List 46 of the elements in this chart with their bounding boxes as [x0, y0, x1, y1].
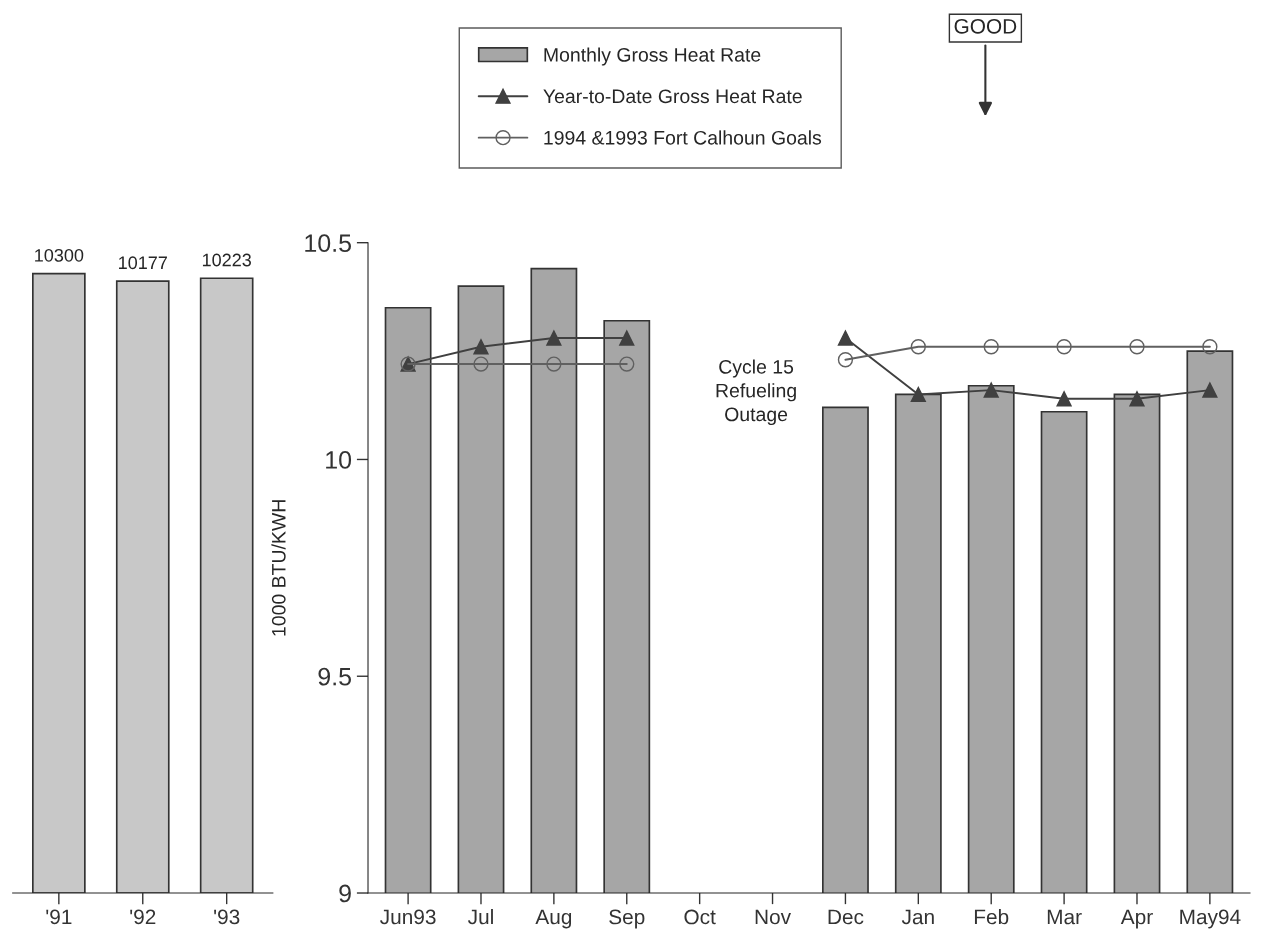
- point: [1202, 382, 1218, 398]
- y-tick-label: 10: [326, 451, 352, 469]
- legend-label: 1994 &1993 Fort Calhoun Goals: [544, 130, 822, 145]
- x-tick-label: Dec: [828, 909, 864, 925]
- point: [1129, 339, 1145, 355]
- x-tick-label: Apr: [1120, 909, 1153, 929]
- y-tick-label: 10.5: [305, 234, 351, 252]
- x-tick-label: Nov: [755, 909, 791, 925]
- x-tick-label: '91: [46, 909, 72, 925]
- x-tick-label: Oct: [684, 909, 716, 925]
- point: [546, 330, 562, 346]
- point: [546, 356, 562, 372]
- x-tick-label: '93: [214, 909, 240, 925]
- x-tick-label: Feb: [974, 908, 1009, 925]
- data-label: 10177: [119, 256, 167, 270]
- point: [983, 382, 999, 398]
- point: [837, 352, 854, 368]
- data-label: 10223: [202, 253, 251, 267]
- legend-label: Year-to-Date Gross Heat Rate: [543, 89, 802, 104]
- point: [473, 356, 489, 372]
- point: [1202, 339, 1218, 355]
- point: [1056, 339, 1072, 355]
- point: [837, 330, 854, 346]
- point: [910, 339, 926, 355]
- x-tick-label: Jun93: [380, 909, 436, 925]
- text: GOOD: [954, 18, 1017, 34]
- x-tick-label: Sep: [609, 909, 645, 929]
- point: [983, 339, 999, 355]
- point: [473, 339, 489, 355]
- x-tick-label: Mar: [1047, 909, 1082, 925]
- point: [619, 356, 635, 372]
- point: [619, 330, 635, 346]
- point: [910, 386, 926, 403]
- legend-label: Monthly Gross Heat Rate: [544, 47, 761, 66]
- y-tick-label: 9: [339, 884, 351, 903]
- y-axis-title: 1000 BTU/KWH: [271, 500, 286, 636]
- y-tick-label: 9.5: [318, 667, 351, 686]
- data-label: 10300: [35, 248, 84, 262]
- point: [1129, 391, 1145, 407]
- x-tick-label: '92: [130, 909, 156, 925]
- x-tick-label: May94: [1180, 909, 1241, 929]
- x-tick-label: Jul: [468, 908, 493, 925]
- point: [1056, 391, 1072, 407]
- annotation: Cycle 15 Refueling Outage: [716, 359, 796, 426]
- x-tick-label: Jan: [901, 909, 934, 925]
- x-tick-label: Aug: [535, 909, 572, 929]
